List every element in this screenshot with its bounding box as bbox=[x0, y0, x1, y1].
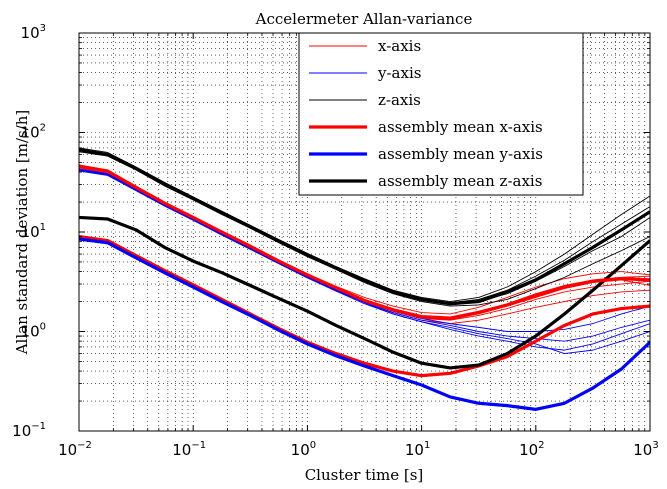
series-line-assembly-mean-z-axis bbox=[79, 215, 650, 370]
series-line-assembly-mean-x-axis bbox=[79, 234, 650, 378]
legend-label: y-axis bbox=[377, 64, 421, 82]
legend-box bbox=[298, 32, 584, 196]
legend-label: assembly mean z-axis bbox=[378, 172, 542, 190]
x-tick-label: 101 bbox=[405, 440, 430, 459]
legend-label: assembly mean x-axis bbox=[378, 118, 543, 136]
legend-label: x-axis bbox=[378, 37, 421, 55]
y-tick-label: 103 bbox=[21, 23, 46, 42]
chart-title: Accelermeter Allan-variance bbox=[255, 10, 473, 28]
y-axis-label: Allan standard deviation [m/s/h] bbox=[13, 110, 31, 356]
x-tick-label: 103 bbox=[633, 440, 658, 459]
series-line-assembly-mean-y-axis bbox=[79, 237, 650, 411]
series-line-y-axis bbox=[79, 169, 650, 355]
series-layer bbox=[79, 147, 650, 411]
legend: x-axis y-axis z-axis assembly mean x-axis as… bbox=[298, 32, 584, 196]
x-axis-label: Cluster time [s] bbox=[305, 466, 424, 484]
y-tick-label: 102 bbox=[21, 123, 46, 142]
legend-label: z-axis bbox=[378, 91, 421, 109]
series-line-assembly-mean-x-axis bbox=[79, 164, 650, 321]
x-tick-label: 10−1 bbox=[172, 440, 206, 459]
series-line-assembly-mean-z-axis bbox=[79, 148, 650, 306]
legend-label: assembly mean y-axis bbox=[378, 145, 543, 163]
x-tick-labels: 10−2 10−1 100 101 102 103 bbox=[58, 440, 659, 459]
y-tick-label: 101 bbox=[21, 222, 46, 241]
x-tick-label: 100 bbox=[291, 440, 316, 459]
y-tick-label: 10−1 bbox=[12, 421, 46, 440]
x-tick-label: 102 bbox=[519, 440, 544, 459]
y-tick-labels: 10−1 100 101 102 103 bbox=[12, 23, 46, 440]
x-tick-label: 10−2 bbox=[58, 440, 92, 459]
y-tick-label: 100 bbox=[21, 322, 46, 341]
